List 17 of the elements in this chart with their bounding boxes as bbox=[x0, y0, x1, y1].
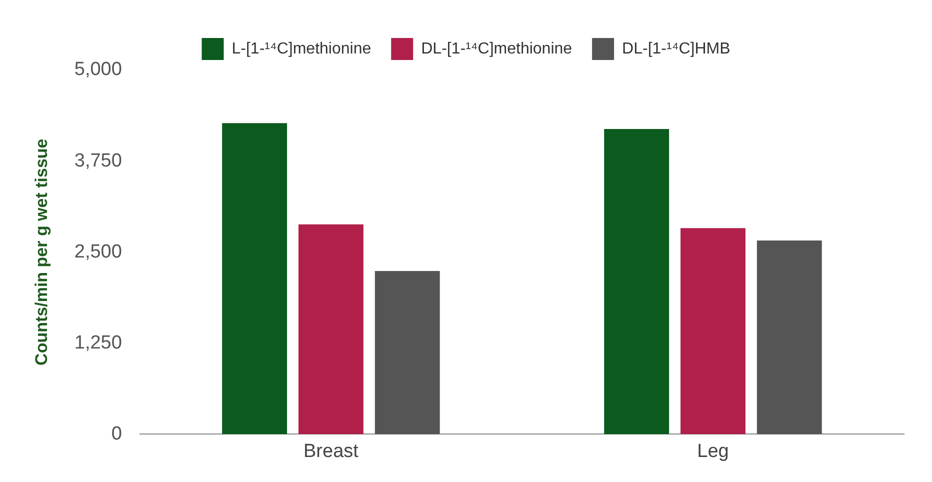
y-axis-title: Counts/min per g wet tissue bbox=[32, 138, 51, 366]
bar bbox=[374, 271, 440, 434]
y-tick-label: 3,750 bbox=[74, 150, 122, 172]
y-tick-label: 2,500 bbox=[74, 241, 122, 262]
x-tick-label: Leg bbox=[697, 440, 729, 462]
y-tick-label: 5,000 bbox=[74, 59, 122, 80]
y-tick-label: 1,250 bbox=[74, 332, 122, 354]
legend-label: DL-[1-¹⁴C]HMB bbox=[622, 40, 730, 58]
legend-label: L-[1-¹⁴C]methionine bbox=[232, 40, 372, 58]
bar bbox=[756, 240, 822, 434]
x-tick-label: Breast bbox=[304, 440, 360, 462]
bar bbox=[680, 228, 746, 434]
legend-label: DL-[1-¹⁴C]methionine bbox=[421, 40, 572, 58]
bar bbox=[298, 224, 364, 434]
bar bbox=[604, 129, 670, 434]
bar bbox=[222, 123, 288, 434]
y-tick-label: 0 bbox=[111, 423, 122, 444]
